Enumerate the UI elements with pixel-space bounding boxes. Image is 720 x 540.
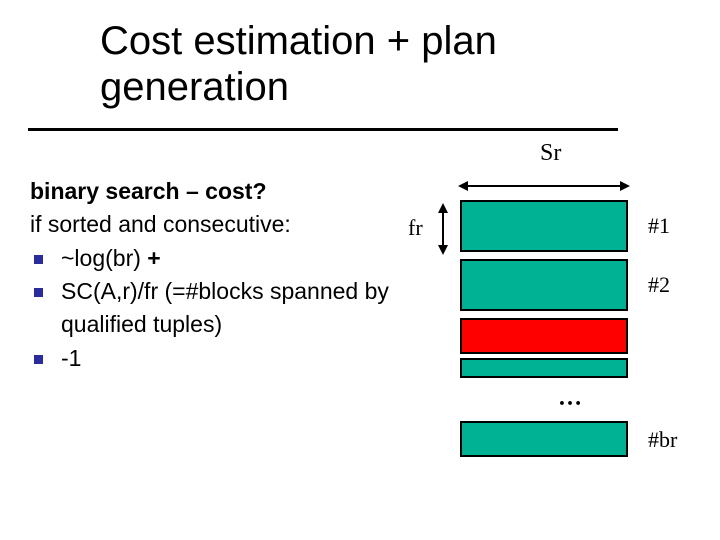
diagram-block [460,421,628,457]
row-label-2: #2 [648,272,670,298]
sr-double-arrow-icon [460,185,628,187]
slide-title-area: Cost estimation + plan generation [100,18,660,110]
fr-label: fr [408,215,423,241]
bullet-text-span: ~log(br) [61,245,141,271]
bullet-item: SC(A,r)/fr (=#blocks spanned by qualifie… [30,275,400,342]
sr-label: Sr [540,140,561,167]
body-line-2: if sorted and consecutive: [30,208,400,241]
slide-title: Cost estimation + plan generation [100,18,660,110]
bullet-item: ~log(br) + [30,242,400,275]
fr-double-arrow-icon [442,205,444,253]
bullet-square-icon [34,288,43,297]
row-label-1: #1 [648,213,670,239]
bullet-text: ~log(br) + [61,242,400,275]
diagram-block [460,318,628,354]
row-label-br: #br [648,427,677,453]
bullet-item: -1 [30,342,400,375]
bullet-suffix: + [141,245,161,271]
diagram-block [460,200,628,252]
bullet-square-icon [34,355,43,364]
title-underline [28,128,618,131]
bullet-text: -1 [61,342,400,375]
bullet-text: SC(A,r)/fr (=#blocks spanned by qualifie… [61,275,400,342]
ellipsis: … [558,385,583,412]
diagram-block [460,358,628,378]
body-text-area: binary search – cost? if sorted and cons… [30,175,400,375]
body-heading: binary search – cost? [30,175,400,208]
diagram-block [460,259,628,311]
bullet-square-icon [34,255,43,264]
